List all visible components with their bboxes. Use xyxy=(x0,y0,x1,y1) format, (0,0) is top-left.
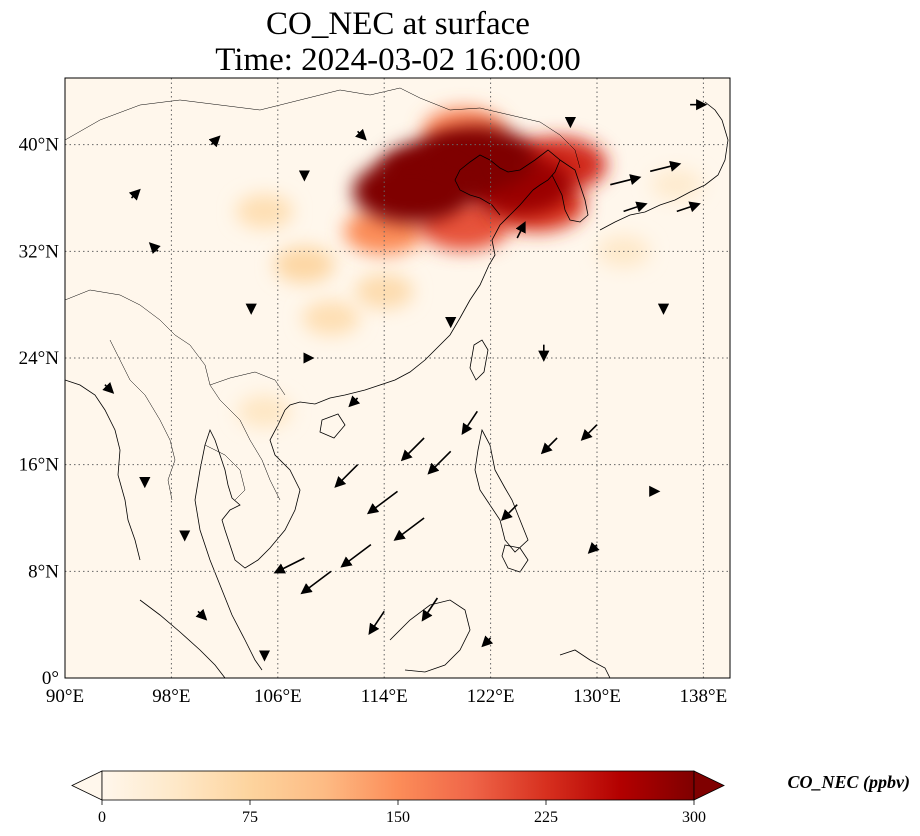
colorbar-body xyxy=(101,770,695,801)
wind-vector-1 xyxy=(393,517,425,541)
coastline-china-east xyxy=(284,189,534,411)
wind-vector-6 xyxy=(461,410,478,435)
colorbar-tick-label-1: 75 xyxy=(242,809,258,826)
wind-vector-24 xyxy=(195,608,208,621)
map-frame xyxy=(64,77,731,679)
wind-vector-2 xyxy=(340,544,372,568)
longitude-tick-labels: 90°E 98°E 106°E 114°E 122°E 130°E 138°E xyxy=(46,686,727,707)
chart-title-line-2: Time: 2024-03-02 16:00:00 xyxy=(215,42,581,78)
wind-vectors xyxy=(102,99,708,662)
co-plume-5 xyxy=(355,273,414,309)
co-plume-4 xyxy=(302,300,360,336)
wind-vector-7 xyxy=(400,437,425,462)
wind-vector-15 xyxy=(610,174,642,186)
wind-vector-18 xyxy=(676,201,701,213)
lat-tick-label-4: 32°N xyxy=(19,241,60,262)
colorbar-label: CO_NEC (ppbv) xyxy=(788,772,911,793)
coastline-japan xyxy=(599,101,729,231)
lon-tick-label-2: 106°E xyxy=(254,686,302,707)
colorbar: 0 75 150 225 300 CO_NEC (ppbv) xyxy=(71,770,911,826)
lon-tick-label-5: 130°E xyxy=(573,686,621,707)
lat-tick-label-1: 8°N xyxy=(28,561,59,582)
colorbar-extend-high xyxy=(693,770,725,801)
wind-vector-9 xyxy=(368,610,385,635)
latitude-tick-labels: 0° 8°N 16°N 24°N 32°N 40°N xyxy=(19,135,60,689)
wind-vector-17 xyxy=(623,201,648,213)
co-plume-15 xyxy=(352,159,469,224)
co-plume-3 xyxy=(235,194,294,229)
border-southwest-china xyxy=(65,289,286,396)
wind-vector-3 xyxy=(300,570,332,595)
coastline-hainan xyxy=(319,413,346,439)
lon-tick-label-6: 138°E xyxy=(680,686,728,707)
coastlines xyxy=(65,101,729,678)
co-plume-6 xyxy=(274,246,335,283)
wind-vector-16 xyxy=(650,160,682,173)
wind-vector-34 xyxy=(481,635,494,648)
wind-vector-27 xyxy=(208,135,221,148)
colorbar-tick-label-2: 150 xyxy=(386,809,410,826)
border-laos-vietnam xyxy=(209,384,281,501)
map-plot-area xyxy=(64,77,731,679)
wind-vector-8 xyxy=(334,464,359,488)
lat-tick-label-2: 16°N xyxy=(19,455,60,476)
lon-tick-label-0: 90°E xyxy=(46,686,84,707)
lon-tick-label-4: 122°E xyxy=(467,686,515,707)
coastline-bohai xyxy=(454,149,561,216)
coastline-philippines xyxy=(474,428,529,553)
country-borders xyxy=(65,87,581,501)
colorbar-extend-low xyxy=(71,770,103,801)
lat-tick-label-5: 40°N xyxy=(19,135,60,156)
coastline-mindanao xyxy=(501,544,529,573)
co-concentration-field xyxy=(235,107,703,428)
lat-tick-label-0: 0° xyxy=(42,668,59,689)
wind-vector-29 xyxy=(354,128,367,141)
coastline-new-guinea xyxy=(559,649,611,678)
lon-tick-label-1: 98°E xyxy=(152,686,190,707)
coastline-sumatra xyxy=(139,599,226,678)
wind-vector-4 xyxy=(273,557,305,574)
wind-vector-38 xyxy=(348,395,361,408)
coastline-korea xyxy=(551,159,589,223)
lat-tick-label-3: 24°N xyxy=(19,348,60,369)
border-thailand-cambodia xyxy=(204,444,246,501)
wind-vector-12 xyxy=(540,437,558,455)
wind-vector-19 xyxy=(515,221,526,239)
coastline-taiwan xyxy=(469,339,489,381)
coastline-borneo xyxy=(389,599,471,673)
wind-vector-22 xyxy=(102,382,115,394)
colorbar-tick-label-0: 0 xyxy=(98,809,106,826)
wind-vector-5 xyxy=(427,450,452,475)
colorbar-tick-label-4: 300 xyxy=(682,809,706,826)
co-plume-0 xyxy=(651,168,703,201)
border-northern-china xyxy=(65,87,581,169)
border-myanmar xyxy=(109,339,176,501)
wind-vector-21 xyxy=(148,242,161,254)
colorbar-tick-label-3: 225 xyxy=(534,809,558,826)
wind-vector-13 xyxy=(580,424,598,441)
wind-vector-20 xyxy=(128,188,141,201)
wind-vector-10 xyxy=(421,597,439,622)
colorbar-ticks: 0 75 150 225 300 xyxy=(98,800,706,826)
chart-title-line-1: CO_NEC at surface xyxy=(266,6,530,42)
co-plume-2 xyxy=(237,394,292,428)
coastline-indochina xyxy=(194,409,301,671)
wind-vector-0 xyxy=(366,490,398,515)
coastline-bay-of-bengal xyxy=(65,379,141,561)
lon-tick-label-3: 114°E xyxy=(361,686,408,707)
wind-vector-33 xyxy=(587,542,600,554)
wind-vector-11 xyxy=(500,504,518,521)
